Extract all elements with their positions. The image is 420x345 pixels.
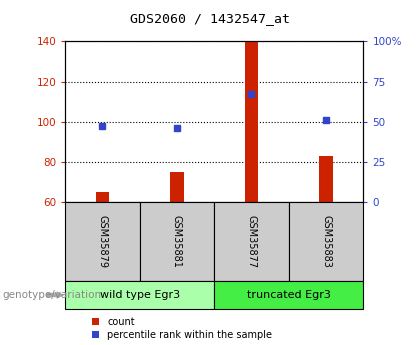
Text: GSM35883: GSM35883 [321, 215, 331, 268]
Bar [245, 41, 258, 202]
Text: GSM35881: GSM35881 [172, 215, 182, 268]
Text: wild type Egr3: wild type Egr3 [100, 290, 180, 300]
Bar [319, 156, 333, 202]
Text: percentile rank within the sample: percentile rank within the sample [107, 330, 272, 339]
Text: GSM35879: GSM35879 [97, 215, 108, 268]
Text: genotype/variation: genotype/variation [2, 290, 101, 300]
Text: GDS2060 / 1432547_at: GDS2060 / 1432547_at [130, 12, 290, 25]
Text: count: count [107, 317, 135, 326]
Bar [96, 192, 109, 202]
Bar [170, 172, 184, 202]
Text: truncated Egr3: truncated Egr3 [247, 290, 331, 300]
Text: GSM35877: GSM35877 [247, 215, 257, 268]
